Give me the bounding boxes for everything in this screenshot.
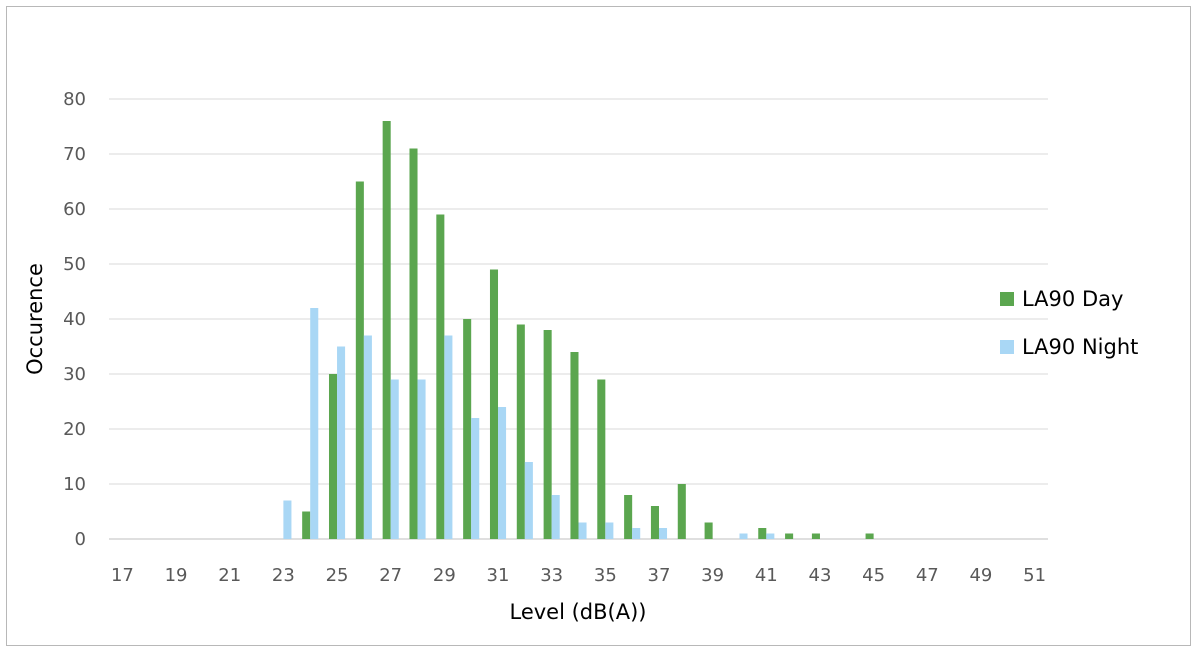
x-tick-label: 25	[326, 565, 349, 586]
bar-night	[417, 379, 426, 539]
legend-label-day: LA90 Day	[1022, 287, 1123, 311]
legend: LA90 Day LA90 Night	[1000, 287, 1138, 359]
bar-night	[658, 528, 668, 539]
bar-night	[444, 335, 453, 539]
bar-day	[865, 533, 874, 539]
x-tick-label: 39	[701, 565, 724, 586]
bar-night	[471, 418, 480, 539]
x-axis-ticks: 17 19 21 23 25 27 29 31 33 35 37 39 41 43 45 47 49 51	[111, 565, 1046, 586]
bar-day	[463, 319, 472, 539]
x-tick-label: 29	[433, 565, 456, 586]
bar-night	[578, 522, 587, 539]
y-tick-label: 20	[63, 419, 86, 440]
x-tick-label: 21	[218, 565, 241, 586]
x-tick-label: 33	[540, 565, 563, 586]
bar-day	[328, 374, 338, 539]
bar-day	[677, 484, 686, 539]
bar-night	[524, 462, 533, 539]
x-tick-label: 19	[165, 565, 188, 586]
y-tick-label: 50	[63, 254, 86, 275]
bar-day	[302, 511, 311, 539]
bar-day	[355, 181, 364, 539]
bars	[283, 121, 874, 539]
bar-night	[551, 495, 560, 539]
x-tick-label: 45	[862, 565, 885, 586]
x-tick-label: 51	[1023, 565, 1046, 586]
x-tick-label: 47	[916, 565, 939, 586]
bar-day	[758, 528, 767, 539]
x-axis-title: Level (dB(A))	[510, 600, 647, 624]
legend-label-night: LA90 Night	[1022, 335, 1138, 359]
bar-night	[390, 379, 399, 539]
x-tick-label: 43	[809, 565, 832, 586]
y-tick-label: 60	[63, 199, 86, 220]
bar-night	[632, 528, 641, 539]
bar-night	[739, 533, 748, 539]
bar-night	[605, 522, 614, 539]
bar-night	[766, 533, 775, 539]
y-tick-label: 40	[63, 309, 86, 330]
bar-day	[543, 330, 552, 539]
y-tick-label: 80	[63, 89, 86, 110]
bar-night	[337, 346, 346, 539]
bar-day	[597, 379, 606, 539]
bar-day	[436, 214, 445, 539]
x-tick-label: 49	[969, 565, 992, 586]
bar-day	[409, 148, 418, 539]
y-tick-label: 10	[63, 474, 86, 495]
y-tick-label: 70	[63, 144, 86, 165]
bar-night	[363, 335, 372, 539]
y-axis-ticks: 0 10 20 30 40 50 60 70 80	[63, 89, 86, 550]
x-tick-label: 37	[648, 565, 671, 586]
x-tick-label: 35	[594, 565, 617, 586]
bar-day	[624, 495, 633, 539]
bar-night	[310, 308, 319, 539]
bar-day	[516, 324, 525, 539]
x-tick-label: 41	[755, 565, 778, 586]
y-tick-label: 0	[75, 529, 86, 550]
bar-day	[570, 352, 579, 539]
legend-swatch-day	[1000, 292, 1014, 306]
x-tick-label: 17	[111, 565, 134, 586]
bar-day	[489, 269, 499, 539]
bar-night	[498, 407, 507, 539]
x-tick-label: 23	[272, 565, 295, 586]
grid	[109, 98, 1048, 540]
bar-day	[704, 522, 713, 539]
y-axis-title: Occurence	[23, 263, 47, 375]
legend-swatch-night	[1000, 340, 1014, 354]
bar-day	[382, 121, 391, 539]
x-tick-label: 31	[487, 565, 510, 586]
x-tick-label: 27	[379, 565, 402, 586]
bar-day	[811, 533, 820, 539]
bar-day	[650, 506, 659, 539]
y-tick-label: 30	[63, 364, 86, 385]
bar-night	[283, 500, 292, 539]
bar-day	[785, 533, 794, 539]
